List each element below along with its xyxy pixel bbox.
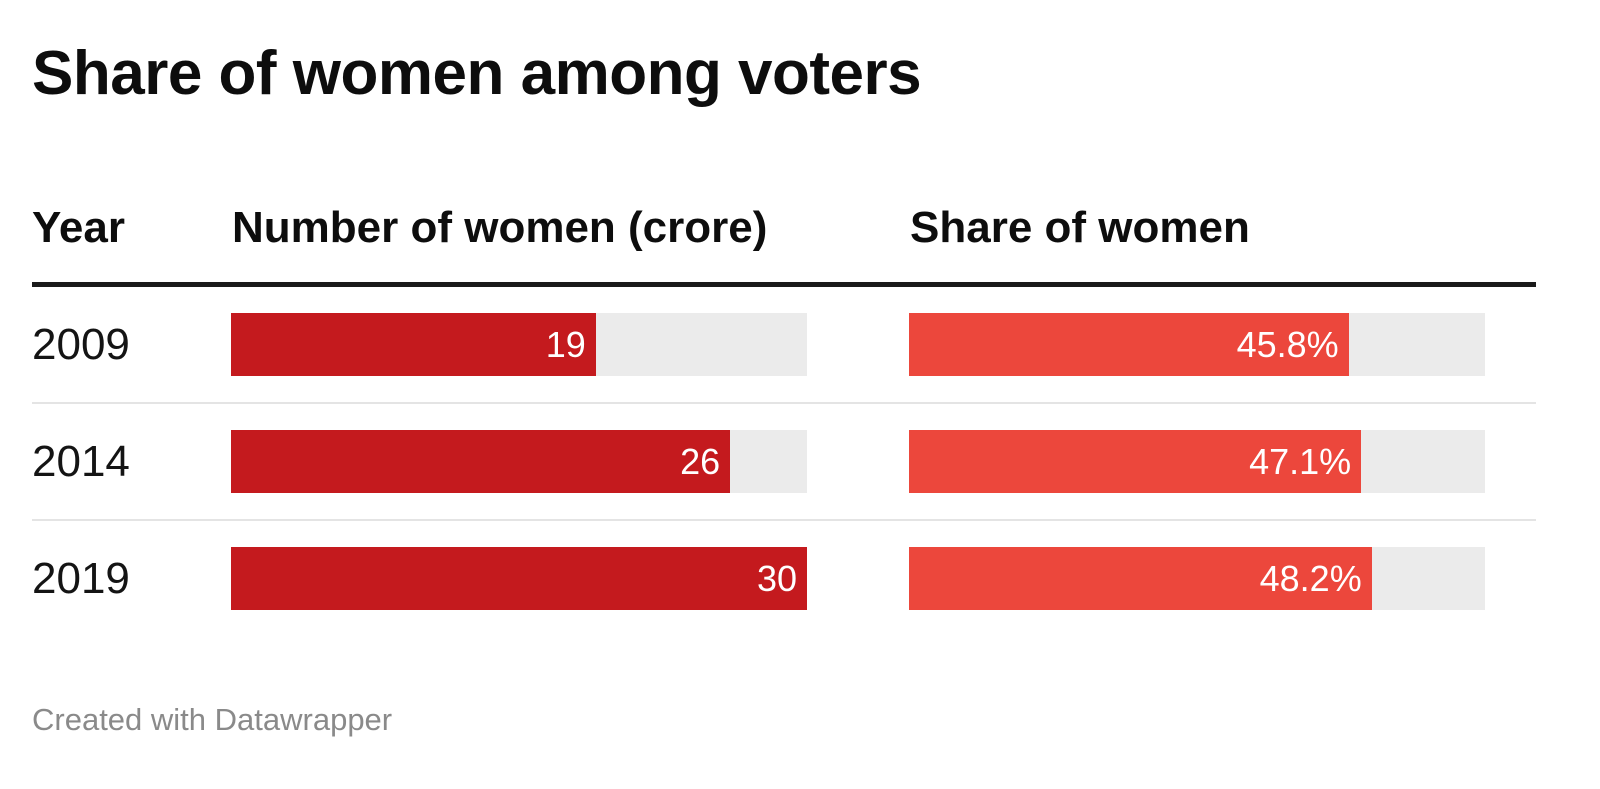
count-bar: 19 <box>231 313 596 376</box>
count-bar-track: 26 <box>231 430 807 493</box>
table-row: 2014 26 47.1% <box>0 430 1600 493</box>
share-bar-label: 45.8% <box>1236 324 1339 365</box>
chart-title: Share of women among voters <box>32 39 922 108</box>
share-bar-track: 47.1% <box>909 430 1485 493</box>
row-separator <box>32 519 1536 521</box>
count-bar-label: 26 <box>680 441 721 482</box>
column-header-share-of-women: Share of women <box>910 203 1250 252</box>
count-bar-track: 19 <box>231 313 807 376</box>
count-bar-track: 30 <box>231 547 807 610</box>
share-bar: 45.8% <box>909 313 1349 376</box>
count-bar-label: 19 <box>545 324 586 365</box>
year-label: 2019 <box>32 554 130 603</box>
share-bar: 48.2% <box>909 547 1372 610</box>
share-bar-label: 48.2% <box>1259 558 1362 599</box>
count-bar-label: 30 <box>756 558 797 599</box>
share-bar-label: 47.1% <box>1249 441 1352 482</box>
header-rule <box>32 282 1536 287</box>
column-header-year: Year <box>32 203 125 252</box>
share-bar: 47.1% <box>909 430 1362 493</box>
table-row: 2009 19 45.8% <box>0 313 1600 376</box>
share-bar-track: 45.8% <box>909 313 1485 376</box>
count-bar: 26 <box>231 430 731 493</box>
table-row: 2019 30 48.2% <box>0 547 1600 610</box>
share-bar-track: 48.2% <box>909 547 1485 610</box>
footer-credit: Created with Datawrapper <box>32 702 393 737</box>
year-label: 2014 <box>32 437 130 486</box>
count-bar: 30 <box>231 547 807 610</box>
column-header-number-of-women: Number of women (crore) <box>232 203 768 252</box>
year-label: 2009 <box>32 320 130 369</box>
row-separator <box>32 402 1536 404</box>
